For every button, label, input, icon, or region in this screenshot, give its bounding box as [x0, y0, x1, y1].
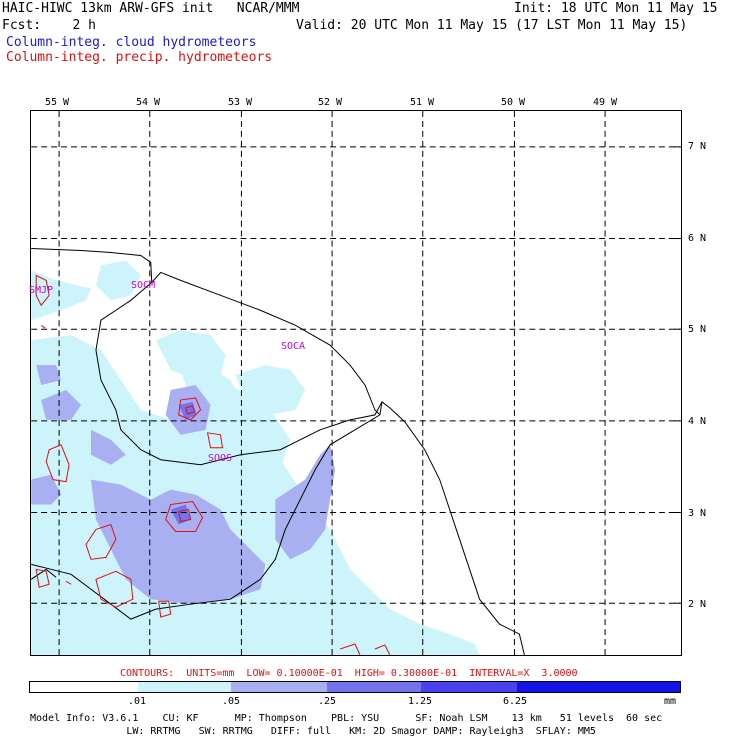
- legend-swatch: [137, 682, 232, 692]
- lon-label: 53 W: [228, 97, 253, 108]
- lat-label: 6 N: [688, 233, 707, 244]
- legend-swatch: [420, 682, 517, 692]
- precip-contours: [35, 274, 391, 655]
- header-init: Init: 18 UTC Mon 11 May 15: [514, 1, 718, 16]
- legend-label: .05: [222, 696, 241, 707]
- color-legend-bar: [29, 681, 681, 693]
- header-valid: Valid: 20 UTC Mon 11 May 15 (17 LST Mon …: [296, 18, 688, 33]
- lon-label: 49 W: [593, 97, 618, 108]
- coastline: [31, 247, 525, 655]
- lat-label: 3 N: [688, 508, 707, 519]
- lat-label: 7 N: [688, 141, 707, 152]
- station-label: SMJP: [29, 285, 54, 296]
- legend-swatch: [231, 682, 328, 692]
- model-info-line2: LW: RRTMG SW: RRTMG DIFF: full KM: 2D Sm…: [30, 726, 596, 737]
- contour-info: CONTOURS: UNITS=mm LOW= 0.10000E-01 HIGH…: [120, 668, 578, 679]
- header-title: HAIC-HIWC 13km ARW-GFS init NCAR/MMM: [2, 1, 300, 16]
- station-label: SOCM: [131, 280, 156, 291]
- header-fcst: Fcst: 2 h: [2, 18, 96, 33]
- lon-label: 52 W: [318, 97, 343, 108]
- station-label: SOCA: [281, 341, 306, 352]
- lon-label: 51 W: [410, 97, 435, 108]
- legend-label: mm: [664, 696, 677, 707]
- lat-label: 5 N: [688, 324, 707, 335]
- legend-swatch: [327, 682, 421, 692]
- station-label: SOOS: [208, 453, 233, 464]
- lat-lon-grid: [31, 111, 681, 655]
- legend-label: 6.25: [503, 696, 528, 707]
- legend-label: 1.25: [408, 696, 433, 707]
- lon-label: 50 W: [501, 97, 526, 108]
- model-info-line1: Model Info: V3.6.1 CU: KF MP: Thompson P…: [30, 713, 663, 724]
- legend-swatch: [516, 682, 681, 692]
- legend-label: .01: [128, 696, 147, 707]
- lat-ticks: [673, 146, 681, 604]
- field-precip-label: Column-integ. precip. hydrometeors: [6, 50, 273, 65]
- map-panel: [30, 110, 682, 656]
- legend-swatch: [30, 682, 138, 692]
- field-cloud-label: Column-integ. cloud hydrometeors: [6, 35, 257, 50]
- legend-label: .25: [318, 696, 337, 707]
- lat-label: 2 N: [688, 599, 707, 610]
- lon-label: 55 W: [45, 97, 70, 108]
- lat-label: 4 N: [688, 416, 707, 427]
- lon-label: 54 W: [136, 97, 161, 108]
